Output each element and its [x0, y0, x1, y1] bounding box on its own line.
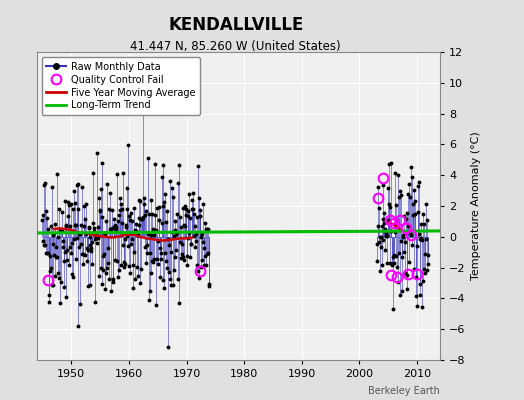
- Y-axis label: Temperature Anomaly (°C): Temperature Anomaly (°C): [471, 132, 481, 280]
- Legend: Raw Monthly Data, Quality Control Fail, Five Year Moving Average, Long-Term Tren: Raw Monthly Data, Quality Control Fail, …: [41, 57, 200, 115]
- Text: Berkeley Earth: Berkeley Earth: [368, 386, 440, 396]
- Text: KENDALLVILLE: KENDALLVILLE: [168, 16, 303, 34]
- Text: 41.447 N, 85.260 W (United States): 41.447 N, 85.260 W (United States): [130, 40, 341, 53]
